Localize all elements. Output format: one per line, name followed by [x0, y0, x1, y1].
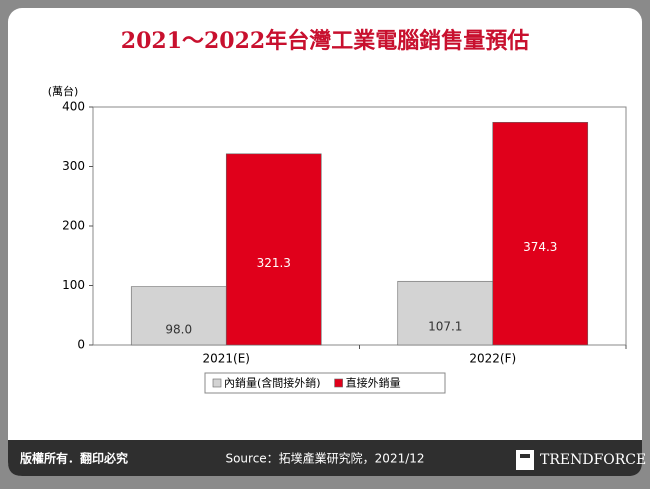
y-tick-label: 0 — [77, 338, 85, 352]
chart-title: 2021～2022年台灣工業電腦銷售量預估 — [121, 28, 529, 54]
panel — [8, 8, 642, 476]
brand: TRENDFORCE — [540, 452, 646, 468]
y-tick-label: 100 — [62, 278, 85, 292]
brand-logo-mark — [520, 454, 530, 458]
y-tick-label: 400 — [62, 100, 85, 114]
footer-bar — [8, 440, 642, 476]
x-tick-label: 2021(E) — [203, 352, 250, 366]
value-label: 98.0 — [165, 322, 192, 336]
bar — [397, 280, 494, 346]
legend-swatch — [334, 378, 343, 388]
bar — [225, 153, 322, 346]
bar — [492, 121, 589, 346]
legend-label: 內銷量(含間接外銷) — [224, 376, 321, 390]
y-axis-label: (萬台) — [48, 84, 79, 98]
legend-label: 直接外銷量 — [346, 376, 401, 390]
copyright: 版權所有．翻印必究 — [20, 451, 128, 466]
legend-box — [204, 372, 446, 394]
x-tick-label: 2022(F) — [469, 352, 516, 366]
value-label: 374.3 — [523, 240, 557, 254]
legend-swatch — [212, 378, 222, 388]
bar — [130, 286, 227, 346]
value-label: 107.1 — [428, 320, 462, 334]
value-label: 321.3 — [257, 256, 291, 270]
source: Source：拓墣產業研究院，2021/12 — [225, 451, 424, 466]
y-tick-label: 300 — [62, 159, 85, 173]
brand-logo — [516, 450, 534, 470]
y-tick-label: 200 — [62, 219, 85, 233]
